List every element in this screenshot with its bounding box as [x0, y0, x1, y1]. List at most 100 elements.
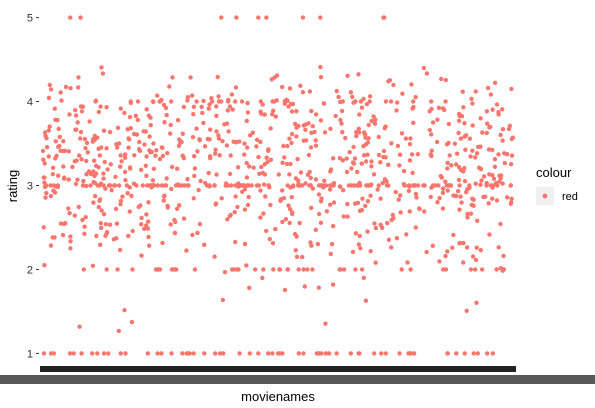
data-point — [321, 101, 327, 106]
y-tick-label: 2 — [27, 264, 33, 276]
data-point — [298, 170, 304, 175]
data-point — [137, 147, 142, 152]
data-point — [149, 149, 154, 155]
data-point — [338, 117, 343, 123]
data-point — [201, 120, 206, 126]
data-point — [105, 167, 110, 172]
data-point — [261, 182, 267, 187]
data-point — [209, 96, 214, 101]
data-point — [233, 85, 239, 90]
data-point — [323, 351, 329, 356]
data-point — [356, 126, 361, 131]
data-point — [44, 190, 49, 196]
data-point — [490, 107, 495, 112]
data-point — [397, 163, 402, 168]
data-point — [465, 215, 470, 220]
data-point — [469, 96, 474, 102]
data-point — [388, 99, 394, 104]
data-point — [122, 169, 128, 175]
legend: colour red — [536, 165, 578, 205]
data-point — [502, 160, 507, 166]
data-point — [201, 98, 206, 104]
data-point — [264, 15, 269, 20]
data-point — [180, 351, 185, 356]
data-point — [445, 166, 450, 171]
data-point — [191, 196, 196, 201]
data-point — [494, 198, 500, 203]
data-point — [361, 275, 366, 280]
data-point — [197, 221, 203, 227]
data-point — [308, 145, 314, 150]
data-point — [492, 157, 498, 162]
data-point — [170, 75, 175, 80]
data-point — [373, 225, 379, 231]
data-point — [324, 209, 330, 214]
data-point — [339, 121, 344, 126]
data-point — [454, 351, 459, 356]
data-point — [488, 183, 493, 188]
data-point — [303, 122, 308, 127]
data-point — [256, 154, 261, 160]
data-point — [191, 104, 197, 110]
data-point — [223, 183, 228, 188]
data-point — [58, 90, 63, 95]
data-point — [67, 351, 73, 356]
data-point — [356, 183, 361, 188]
data-point — [286, 104, 291, 109]
data-point — [459, 200, 464, 205]
data-point — [164, 176, 169, 181]
data-point — [140, 183, 145, 188]
data-point — [247, 285, 252, 290]
data-point — [359, 161, 364, 166]
data-point — [84, 140, 90, 146]
data-point — [91, 200, 96, 205]
data-point — [213, 351, 218, 356]
data-point — [507, 123, 513, 129]
data-point — [270, 112, 275, 117]
data-point — [337, 156, 343, 161]
data-point — [448, 183, 454, 188]
data-point — [180, 153, 185, 158]
data-point — [258, 99, 263, 104]
data-point — [104, 146, 109, 151]
data-point — [264, 228, 269, 234]
data-point — [118, 198, 124, 204]
data-point — [58, 148, 63, 153]
data-point — [382, 126, 387, 131]
data-point — [113, 206, 119, 212]
data-point — [301, 138, 306, 143]
data-point — [214, 172, 219, 177]
data-point — [509, 86, 514, 92]
data-point — [427, 127, 432, 133]
data-point — [270, 351, 275, 356]
data-point — [169, 164, 175, 170]
data-point — [471, 351, 476, 356]
points-layer — [40, 15, 516, 356]
data-point — [61, 176, 67, 181]
data-point — [165, 151, 170, 156]
data-point — [316, 285, 321, 290]
data-point — [345, 73, 350, 79]
data-point — [244, 160, 249, 166]
data-point — [361, 130, 367, 135]
data-point — [308, 175, 313, 181]
data-point — [246, 194, 251, 200]
data-point — [433, 183, 438, 188]
data-point — [145, 226, 151, 231]
data-point — [122, 110, 127, 116]
data-point — [198, 178, 203, 184]
data-point — [115, 145, 120, 150]
data-point — [376, 134, 381, 140]
data-point — [90, 351, 95, 356]
data-point — [213, 151, 218, 156]
data-point — [363, 159, 369, 164]
data-point — [289, 109, 295, 114]
data-point — [98, 242, 103, 247]
data-point — [68, 246, 73, 251]
data-point — [467, 136, 473, 141]
data-point — [256, 15, 261, 20]
data-point — [473, 181, 478, 186]
data-point — [318, 118, 324, 123]
data-point — [84, 172, 89, 177]
data-point — [262, 162, 267, 167]
